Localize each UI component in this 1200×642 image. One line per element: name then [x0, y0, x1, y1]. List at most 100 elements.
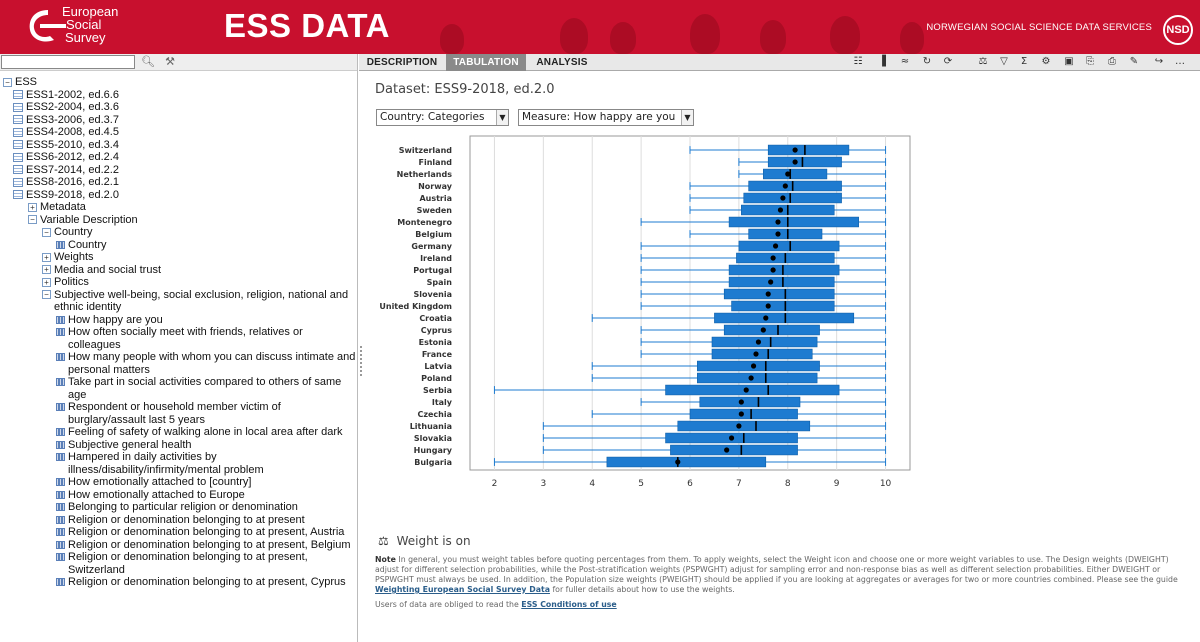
tree-node-country-var[interactable]: Country — [0, 239, 356, 252]
collapse-icon[interactable]: − — [42, 227, 51, 237]
filter-icon[interactable]: ▽ — [1000, 56, 1008, 67]
box-serbia[interactable] — [493, 384, 887, 396]
expand-icon[interactable]: + — [42, 265, 51, 275]
bookmark-icon[interactable]: ✎ — [1129, 56, 1139, 67]
tree-node-subjective[interactable]: − Subjective well-being, social exclusion… — [0, 289, 356, 314]
tree-node-variable[interactable]: Religion or denomination belonging to at… — [0, 514, 356, 527]
panel-splitter-handle[interactable] — [358, 344, 364, 384]
box-united-kingdom[interactable] — [640, 300, 887, 312]
tree-node-variable[interactable]: Religion or denomination belonging to at… — [0, 576, 356, 589]
tree-node-round[interactable]: ESS6-2012, ed.2.4 — [0, 151, 356, 164]
sum-icon[interactable]: Σ — [1020, 56, 1028, 67]
box-cyprus[interactable] — [640, 324, 887, 336]
nsd-logo[interactable]: NSD — [1163, 15, 1193, 45]
tree-node-variable[interactable]: Religion or denomination belonging to at… — [0, 526, 356, 539]
tree-node-variable[interactable]: Subjective general health — [0, 439, 356, 452]
conditions-of-use-link[interactable]: ESS Conditions of use — [521, 600, 617, 609]
box-czechia[interactable] — [591, 408, 887, 420]
tree-node-round[interactable]: ESS1-2002, ed.6.6 — [0, 89, 356, 102]
box-portugal[interactable] — [640, 264, 887, 276]
tree-node-variable[interactable]: How happy are you — [0, 314, 356, 327]
box-sweden[interactable] — [689, 204, 887, 216]
tree-node-round[interactable]: ESS5-2010, ed.3.4 — [0, 139, 356, 152]
print-icon[interactable]: ⎙ — [1108, 56, 1116, 67]
row-variable-select[interactable]: Country: Categories ▼ — [376, 109, 509, 126]
tree-node-variable[interactable]: How many people with whom you can discus… — [0, 351, 356, 376]
tree-node-variable[interactable]: Religion or denomination belonging to at… — [0, 551, 356, 576]
tree-node-round[interactable]: ESS2-2004, ed.3.6 — [0, 101, 356, 114]
box-spain[interactable] — [640, 276, 887, 288]
tree-node-country-folder[interactable]: − Country — [0, 226, 356, 239]
box-croatia[interactable] — [591, 312, 887, 324]
tree-node-media[interactable]: + Media and social trust — [0, 264, 356, 277]
tree-node-ess[interactable]: − ESS — [0, 76, 356, 89]
measure-select[interactable]: Measure: How happy are you ▼ — [518, 109, 694, 126]
box-belgium[interactable] — [689, 228, 887, 240]
box-switzerland[interactable] — [689, 144, 887, 156]
weighting-guide-link[interactable]: Weighting European Social Survey Data — [375, 585, 550, 594]
tree-node-round[interactable]: ESS9-2018, ed.2.0 — [0, 189, 356, 202]
ess-logo-text[interactable]: European Social Survey — [62, 5, 118, 44]
search-icon[interactable]: 🔍︎ — [141, 55, 155, 68]
tree-node-variable[interactable]: Respondent or household member victim of… — [0, 401, 356, 426]
box-montenegro[interactable] — [640, 216, 887, 228]
box-germany[interactable] — [640, 240, 887, 252]
box-austria[interactable] — [689, 192, 887, 204]
tree-node-variable[interactable]: Take part in social activities compared … — [0, 376, 356, 401]
options-icon[interactable]: ⚙ — [1041, 56, 1051, 67]
table-view-icon[interactable]: ☷ — [853, 56, 863, 67]
export-icon[interactable]: ⎘ — [1086, 56, 1094, 67]
ess-logo-icon[interactable] — [26, 6, 70, 46]
tree-node-variable[interactable]: How emotionally attached to [country] — [0, 476, 356, 489]
tree-node-politics[interactable]: + Politics — [0, 276, 356, 289]
tree-node-round[interactable]: ESS3-2006, ed.3.7 — [0, 114, 356, 127]
box-netherlands[interactable] — [738, 168, 887, 180]
tab-description[interactable]: DESCRIPTION — [366, 57, 438, 68]
tab-tabulation[interactable]: TABULATION — [446, 54, 526, 71]
box-hungary[interactable] — [542, 444, 887, 456]
box-ireland[interactable] — [640, 252, 887, 264]
tree-node-round[interactable]: ESS4-2008, ed.4.5 — [0, 126, 356, 139]
menu-icon[interactable]: … — [1175, 56, 1185, 67]
collapse-icon[interactable]: − — [3, 77, 12, 87]
tab-analysis[interactable]: ANALYSIS — [536, 57, 588, 68]
box-slovakia[interactable] — [542, 432, 887, 444]
box-poland[interactable] — [591, 372, 887, 384]
chevron-down-icon[interactable]: ▼ — [681, 110, 693, 125]
box-italy[interactable] — [640, 396, 887, 408]
collapse-icon[interactable]: − — [42, 289, 51, 299]
box-lithuania[interactable] — [542, 420, 887, 432]
box-finland[interactable] — [738, 156, 887, 168]
box-france[interactable] — [640, 348, 887, 360]
box-norway[interactable] — [689, 180, 887, 192]
box-slovenia[interactable] — [640, 288, 887, 300]
expand-icon[interactable]: + — [42, 252, 51, 262]
advanced-search-icon[interactable]: ⚒ — [165, 55, 175, 68]
expand-icon[interactable]: + — [28, 202, 37, 212]
tree-node-variable[interactable]: How often socially meet with friends, re… — [0, 326, 356, 351]
map-icon[interactable]: ≈ — [900, 56, 910, 67]
collapse-icon[interactable]: − — [28, 215, 37, 225]
box-estonia[interactable] — [640, 336, 887, 348]
box-bulgaria[interactable] — [493, 456, 887, 468]
save-icon[interactable]: ▣ — [1064, 56, 1074, 67]
tree-node-variable-description[interactable]: − Variable Description — [0, 214, 356, 227]
tree-node-variable[interactable]: Feeling of safety of walking alone in lo… — [0, 426, 356, 439]
refresh-icon[interactable]: ⟳ — [943, 56, 953, 67]
tree-node-variable[interactable]: How emotionally attached to Europe — [0, 489, 356, 502]
chevron-down-icon[interactable]: ▼ — [496, 110, 508, 125]
bar-chart-icon[interactable]: ▐ — [878, 56, 886, 67]
tree-node-metadata[interactable]: + Metadata — [0, 201, 356, 214]
tree-node-variable[interactable]: Belonging to particular religion or deno… — [0, 501, 356, 514]
box-latvia[interactable] — [591, 360, 887, 372]
tree-node-weights[interactable]: + Weights — [0, 251, 356, 264]
expand-icon[interactable]: + — [42, 277, 51, 287]
weight-icon[interactable]: ⚖ — [978, 56, 988, 67]
tree-node-round[interactable]: ESS7-2014, ed.2.2 — [0, 164, 356, 177]
tree-node-round[interactable]: ESS8-2016, ed.2.1 — [0, 176, 356, 189]
rotate-icon[interactable]: ↻ — [922, 56, 932, 67]
tree-node-variable[interactable]: Religion or denomination belonging to at… — [0, 539, 356, 552]
help-icon[interactable]: ↪ — [1154, 56, 1164, 67]
search-input[interactable] — [1, 55, 135, 69]
tree-node-variable[interactable]: Hampered in daily activities by illness/… — [0, 451, 356, 476]
